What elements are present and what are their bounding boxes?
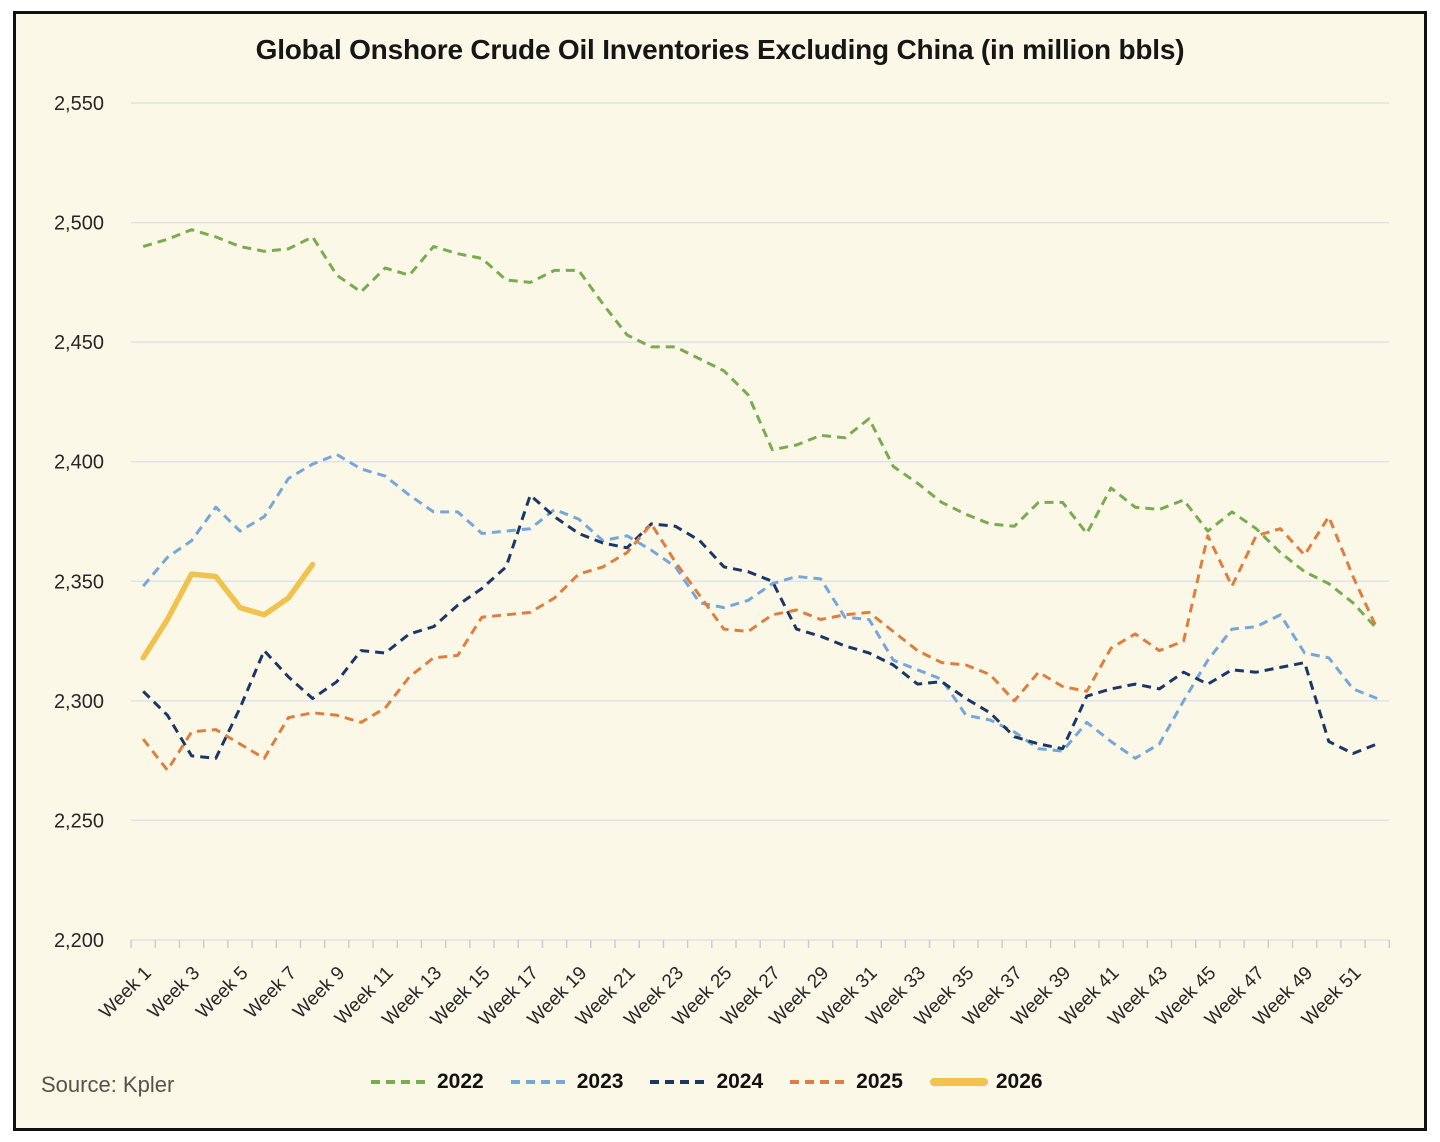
y-axis-label: 2,400 xyxy=(54,452,104,474)
chart-frame xyxy=(13,11,1427,1131)
x-axis-label: Week 7 xyxy=(241,963,301,1023)
chart-legend: 2022 2023 2024 2025 2026 xyxy=(371,1070,1070,1094)
y-axis-label: 2,250 xyxy=(54,810,104,832)
legend-line-sample-icon xyxy=(510,1080,569,1084)
series-line-2023 xyxy=(142,453,1378,760)
series-line-2024 xyxy=(142,493,1378,760)
legend-label-2022: 2022 xyxy=(437,1070,484,1093)
legend-item-2025: 2025 xyxy=(790,1070,903,1094)
y-axis-label: 2,550 xyxy=(54,93,104,115)
legend-line-sample-icon xyxy=(650,1080,709,1084)
legend-label-2023: 2023 xyxy=(576,1070,624,1093)
legend-label-2025: 2025 xyxy=(856,1070,903,1093)
x-axis-label: Week 5 xyxy=(192,963,252,1023)
y-axis-label: 2,300 xyxy=(54,691,104,713)
legend-item-2022: 2022 xyxy=(371,1070,484,1094)
legend-line-sample-icon xyxy=(790,1080,849,1084)
legend-label-2024: 2024 xyxy=(716,1070,764,1093)
legend-item-2026: 2026 xyxy=(929,1070,1043,1094)
legend-item-2023: 2023 xyxy=(510,1070,624,1094)
series-line-2022 xyxy=(142,228,1379,631)
legend-label-2026: 2026 xyxy=(995,1070,1043,1093)
x-axis-label: Week 3 xyxy=(144,963,204,1023)
y-axis-label: 2,450 xyxy=(54,332,104,354)
legend-line-sample-icon xyxy=(929,1078,988,1086)
y-axis-label: 2,350 xyxy=(54,571,104,593)
chart-title: Global Onshore Crude Oil Inventories Exc… xyxy=(255,34,1185,65)
y-axis-label: 2,500 xyxy=(54,213,104,235)
x-axis-label: Week 1 xyxy=(96,963,156,1023)
legend-item-2024: 2024 xyxy=(650,1070,763,1094)
series-line-2025 xyxy=(142,515,1379,772)
source-label: Source: Kpler xyxy=(41,1072,175,1097)
series-line-2026 xyxy=(140,561,316,661)
y-axis-label: 2,200 xyxy=(54,930,104,952)
legend-line-sample-icon xyxy=(371,1080,429,1084)
